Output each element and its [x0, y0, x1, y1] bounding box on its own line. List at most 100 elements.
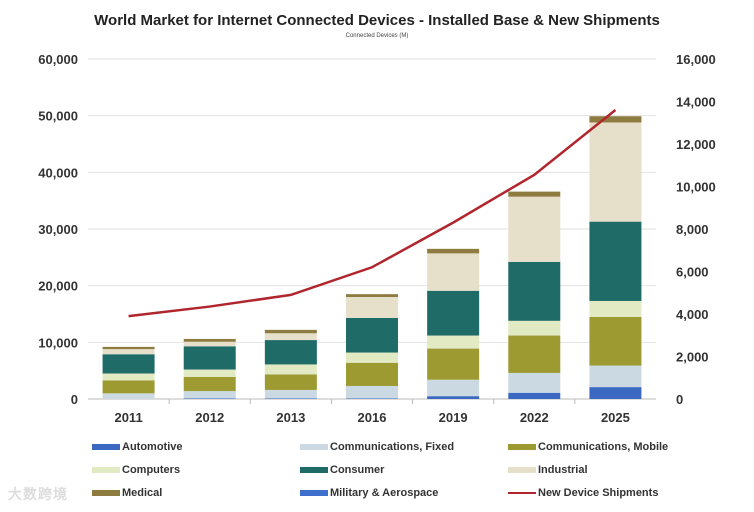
bar-communications-fixed — [508, 372, 561, 393]
y2-tick-label: 16,000 — [676, 52, 716, 67]
bar-consumer — [346, 317, 398, 353]
legend-item: Medical — [92, 484, 300, 501]
legend-label: Automotive — [122, 440, 183, 453]
y2-tick-label: 8,000 — [676, 222, 709, 237]
chart-title: World Market for Internet Connected Devi… — [94, 12, 660, 29]
legend-label: Medical — [122, 486, 163, 499]
x-tick-label: 2013 — [276, 410, 305, 425]
bar-automotive — [427, 396, 480, 399]
bar-communications-mobile — [427, 348, 480, 380]
bar-automotive — [264, 398, 317, 399]
x-tick-label: 2011 — [114, 410, 142, 425]
bar-communications-fixed — [589, 365, 642, 388]
bar-medical — [183, 338, 236, 342]
legend: Automotive Communications, Fixed Communica… — [92, 438, 732, 501]
x-tick-label: 2012 — [195, 410, 224, 425]
legend-swatch — [92, 443, 120, 450]
y2-tick-label: 12,000 — [676, 137, 716, 152]
y2-tick-label: 6,000 — [676, 265, 709, 280]
bar-industrial — [183, 341, 236, 347]
y-tick-label: 20,000 — [38, 279, 78, 294]
y2-tick-label: 2,000 — [676, 350, 709, 365]
legend-item: New Device Shipments — [508, 484, 732, 501]
y-tick-label: 10,000 — [38, 335, 78, 350]
y-tick-label: 30,000 — [38, 222, 78, 237]
bar-communications-mobile — [346, 362, 398, 386]
bar-computers — [589, 300, 642, 317]
y-tick-label: 0 — [71, 392, 78, 407]
bar-industrial — [589, 122, 642, 222]
y-tick-label: 40,000 — [38, 165, 78, 180]
legend-swatch — [92, 489, 120, 496]
bar-medical — [102, 346, 155, 350]
bar-communications-mobile — [183, 376, 236, 392]
legend-swatch — [300, 443, 328, 450]
bar-consumer — [427, 290, 480, 336]
bar-consumer — [508, 261, 561, 321]
bar-medical — [589, 116, 642, 123]
bar-computers — [427, 335, 480, 349]
legend-item: Military & Aerospace — [300, 484, 508, 501]
bar-communications-mobile — [508, 335, 561, 373]
legend-swatch — [300, 489, 328, 496]
legend-label: New Device Shipments — [538, 486, 659, 499]
x-tick-label: 2025 — [601, 410, 630, 425]
legend-item: Communications, Mobile — [508, 438, 732, 455]
bar-medical — [346, 294, 398, 297]
legend-item: Computers — [92, 461, 300, 478]
watermark: 大数跨境 — [8, 486, 68, 502]
bar-medical — [427, 248, 480, 254]
y-tick-label: 50,000 — [38, 109, 78, 124]
bar-medical — [264, 329, 317, 334]
legend-swatch — [92, 466, 120, 473]
bar-consumer — [589, 221, 642, 301]
legend-item: Communications, Fixed — [300, 438, 508, 455]
bar-computers — [183, 369, 236, 377]
legend-label: Communications, Mobile — [538, 440, 669, 453]
y2-tick-label: 4,000 — [676, 307, 709, 322]
legend-swatch — [508, 491, 536, 494]
bar-industrial — [508, 196, 561, 262]
bar-communications-mobile — [264, 374, 317, 390]
legend-swatch — [508, 443, 536, 450]
bar-automotive — [508, 392, 561, 399]
bar-industrial — [427, 253, 480, 291]
bar-communications-mobile — [102, 380, 155, 394]
bar-industrial — [264, 333, 317, 341]
legend-label: Computers — [122, 463, 181, 476]
x-tick-label: 2022 — [520, 410, 549, 425]
y2-tick-label: 10,000 — [676, 180, 716, 195]
bar-computers — [346, 352, 398, 363]
legend-swatch — [508, 466, 536, 473]
legend-label: Consumer — [330, 463, 385, 476]
bar-communications-fixed — [183, 391, 236, 399]
y2-tick-label: 14,000 — [676, 95, 716, 110]
bar-computers — [102, 373, 155, 381]
y2-tick-label: 0 — [676, 392, 683, 407]
bar-industrial — [346, 297, 398, 318]
legend-item: Automotive — [92, 438, 300, 455]
bar-medical — [508, 191, 561, 197]
bar-consumer — [264, 340, 317, 365]
y-tick-label: 60,000 — [38, 52, 78, 67]
bar-communications-fixed — [346, 385, 398, 399]
legend-item: Industrial — [508, 461, 732, 478]
bar-automotive — [183, 398, 236, 399]
bar-consumer — [102, 354, 155, 374]
legend-label: Communications, Fixed — [330, 440, 455, 453]
legend-swatch — [300, 466, 328, 473]
bar-communications-fixed — [427, 379, 480, 397]
x-tick-label: 2019 — [439, 410, 468, 425]
chart-plot: 0 10,000 20,000 30,000 40,000 50,000 60,000 0 2,… — [38, 52, 716, 425]
bar-communications-fixed — [264, 389, 317, 399]
legend-label: Industrial — [538, 463, 588, 476]
legend-item: Consumer — [300, 461, 508, 478]
bar-consumer — [183, 346, 236, 370]
legend-label: Military & Aerospace — [330, 486, 439, 499]
bar-computers — [264, 364, 317, 375]
chart-subtitle: Connected Devices (M) — [345, 33, 409, 39]
bar-communications-fixed — [102, 393, 155, 399]
bar-computers — [508, 320, 561, 336]
bar-automotive — [346, 398, 398, 399]
bar-automotive — [589, 387, 642, 399]
